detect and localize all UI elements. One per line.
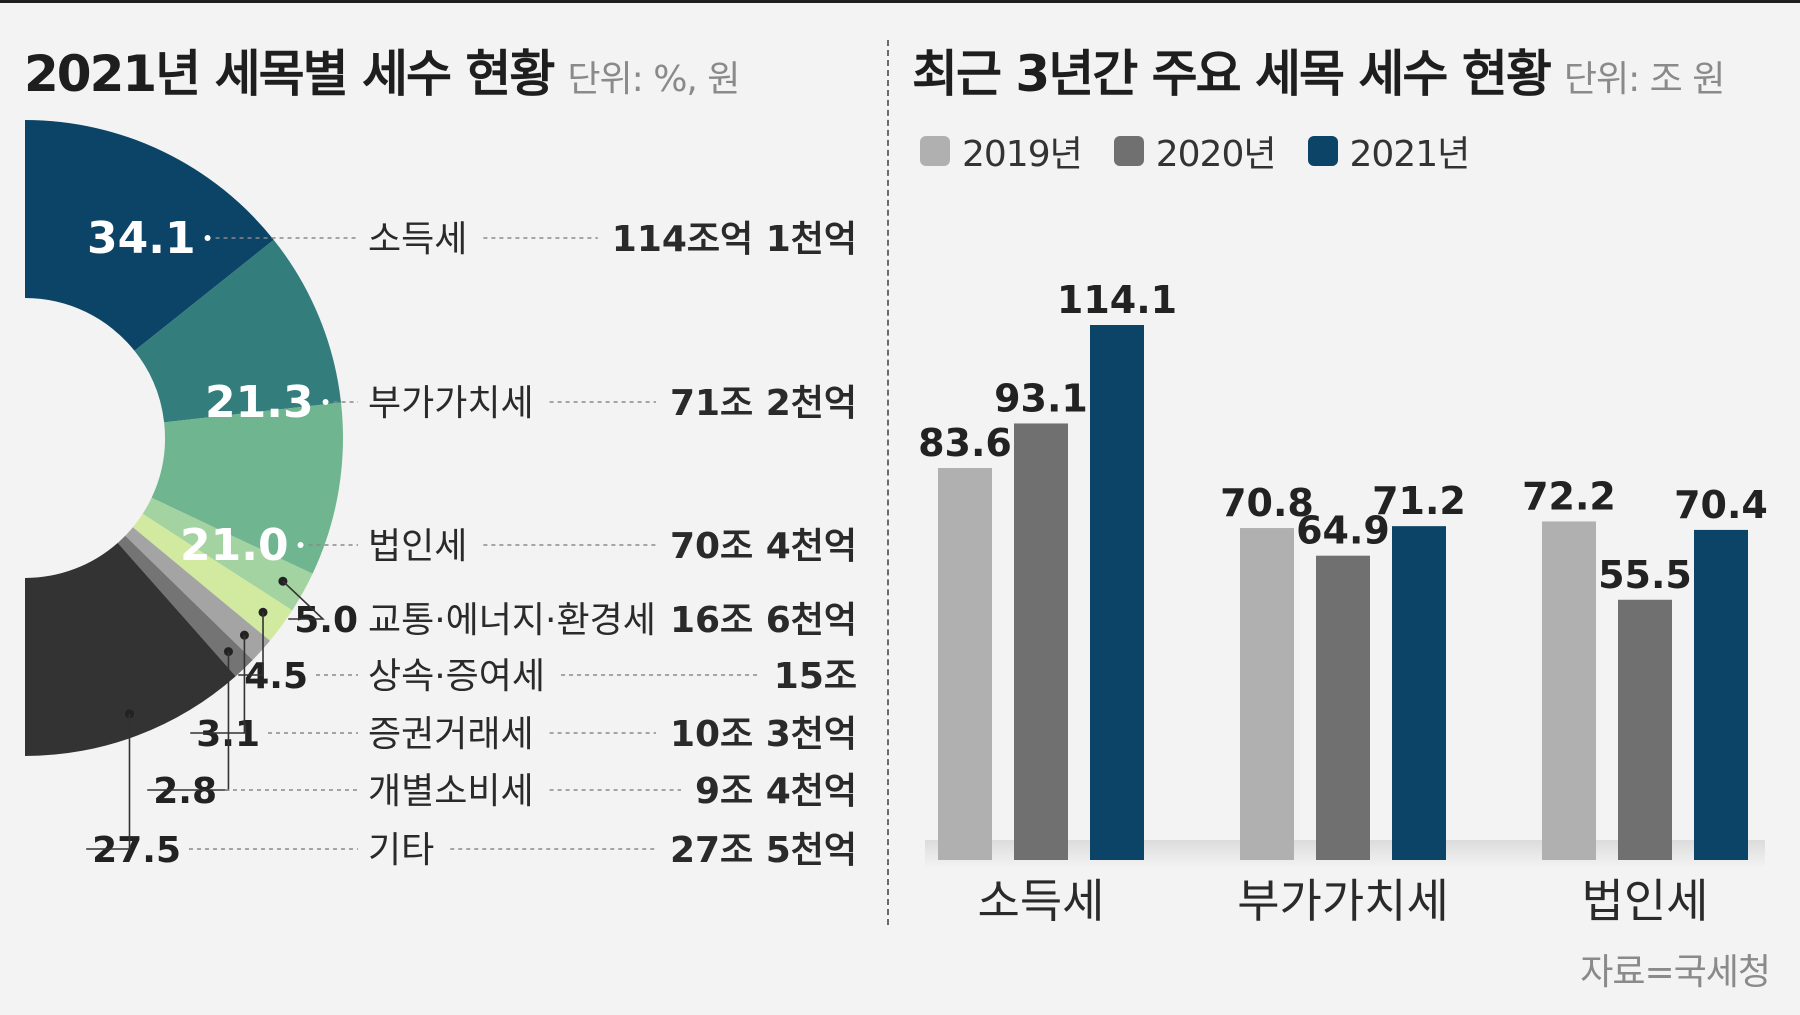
pie-label-1: 부가가치세 [368,383,534,424]
pie-percent-3: 5.0 [294,600,358,641]
right-unit: 단위: 조 원 [1563,59,1725,100]
donut-slice-7 [25,542,236,756]
pie-elbow-3 [282,580,325,620]
bar-legend: 2019년 2020년 2021년 [920,125,1471,177]
pie-amount-1: 71조 2천억 [670,383,857,424]
pie-dot-2 [297,542,304,548]
bar-value-0-0: 83.6 [918,421,1012,465]
legend-label-2021: 2021년 [1349,134,1471,175]
bar-value-0-2: 114.1 [1057,278,1177,322]
bar-1-0 [1240,528,1294,860]
pie-amount-6: 9조 4천억 [695,771,857,812]
legend-item-2019: 2019년 [920,125,1083,177]
legend-item-2021: 2021년 [1307,125,1471,177]
donut-slice-2 [151,402,343,574]
bar-value-2-1: 55.5 [1598,553,1692,597]
donut-slice-1 [134,239,342,423]
bar-category-1: 부가가치세 [1237,874,1449,928]
pie-percent-2: 21.0 [180,520,289,571]
donut-slice-3 [142,497,313,611]
bar-value-2-2: 70.4 [1674,483,1768,527]
bar-value-2-0: 72.2 [1522,474,1616,518]
left-unit: 단위: %, 원 [567,59,740,100]
bar-value-0-1: 93.1 [994,376,1088,420]
pie-amount-7: 27조 5천억 [670,830,857,871]
pie-percent-4: 4.5 [244,656,308,697]
donut-slice-5 [125,527,271,661]
pie-amount-0: 114조억 1천억 [612,219,857,260]
pie-label-2: 법인세 [368,526,467,567]
pie-amount-4: 15조 [774,656,857,697]
bar-0-1 [1014,423,1068,860]
bar-value-1-0: 70.8 [1220,481,1314,525]
bar-0-0 [938,468,992,860]
donut-slice-4 [132,513,293,641]
legend-swatch-2021 [1307,136,1338,166]
legend-swatch-2019 [920,136,950,166]
pie-amount-3: 16조 6천억 [670,600,857,641]
donut-slice-6 [117,535,253,677]
pie-amount-5: 10조 3천억 [670,714,857,755]
left-title-text: 2021년 세목별 세수 현황 [24,45,555,103]
bar-2-1 [1618,599,1672,860]
pie-amount-2: 70조 4천억 [670,526,857,567]
pie-label-6: 개별소비세 [368,771,534,812]
pie-label-5: 증권거래세 [368,714,534,755]
donut-labels: 34.1 소득세 114조억 1천억 21.3 부가가치세 71조 2천억 21.0 법인세 7… [86,213,857,871]
pie-elbow-4 [238,612,264,676]
pie-label-0: 소득세 [368,219,467,260]
bar-2-2 [1694,529,1748,860]
pie-percent-0: 34.1 [87,213,196,264]
pie-dot-1 [322,399,329,405]
bar-value-1-2: 71.2 [1372,479,1466,523]
pie-percent-6: 2.8 [153,771,217,812]
pie-percent-7: 27.5 [92,830,181,871]
pie-label-4: 상속·증여세 [368,656,545,697]
pie-elbow-5 [190,635,246,734]
legend-swatch-2020 [1113,136,1144,166]
donut-slice-0 [25,120,274,351]
legend-item-2020: 2020년 [1113,125,1277,177]
pie-percent-1: 21.3 [205,377,314,428]
bar-0-2 [1090,325,1144,860]
panel-divider [887,40,889,925]
bar-category-2: 법인세 [1582,874,1709,928]
source-note: 자료=국세청 [1580,952,1771,993]
right-title-text: 최근 3년간 주요 세목 세수 현황 [912,45,1552,103]
bar-value-1-1: 64.9 [1296,509,1390,553]
left-chart-title: 2021년 세목별 세수 현황 단위: %, 원 [24,34,740,106]
legend-label-2019: 2019년 [962,134,1083,175]
right-chart-title: 최근 3년간 주요 세목 세수 현황 단위: 조 원 [912,34,1725,106]
pie-label-7: 기타 [368,830,434,871]
bar-1-1 [1316,555,1370,860]
pie-label-3: 교통·에너지·환경세 [368,600,656,641]
pie-elbow-7 [86,713,131,850]
donut-chart [25,120,343,756]
top-rule [0,0,1800,3]
bar-chart: 83.693.1 114.1 소득세 70.864.971.2 부가가치세 72.2 55.… [918,278,1768,928]
bar-1-2 [1392,526,1446,860]
pie-dot-0 [204,235,211,241]
legend-label-2020: 2020년 [1155,134,1277,175]
bar-category-0: 소득세 [978,874,1105,928]
bar-2-0 [1542,521,1596,860]
